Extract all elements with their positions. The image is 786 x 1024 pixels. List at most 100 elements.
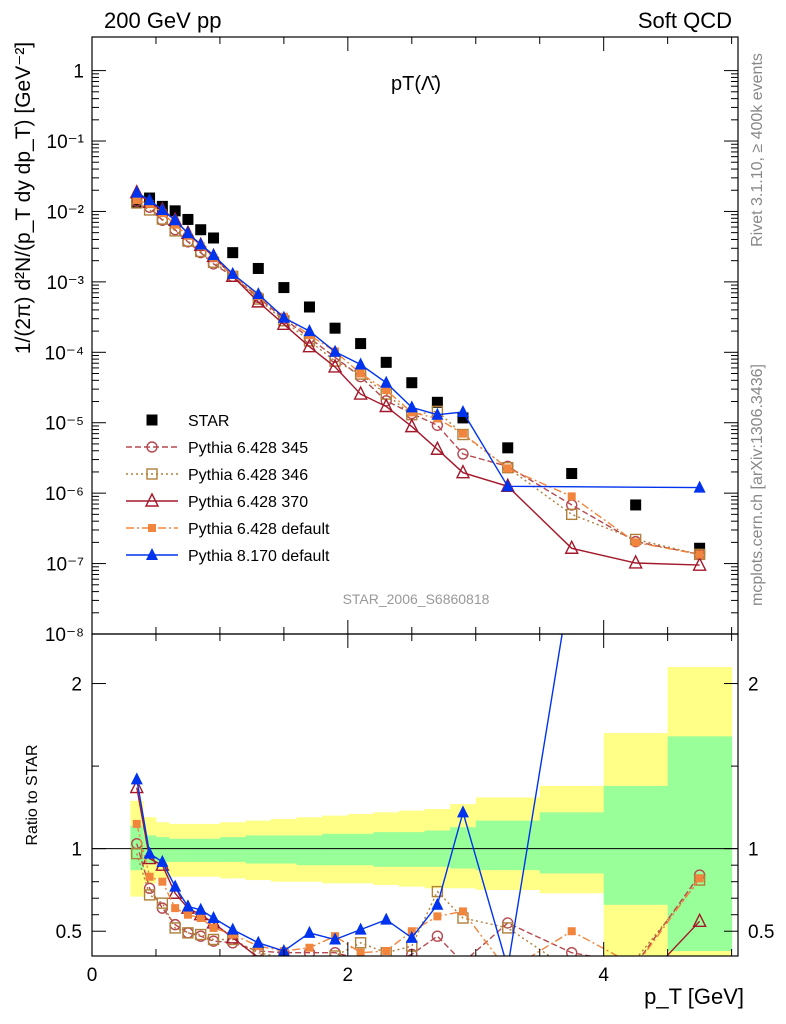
ratio-panel bbox=[92, 634, 738, 956]
ratio-point-pdef bbox=[158, 877, 167, 886]
main-y-tick-label: 10⁻⁶ bbox=[45, 484, 84, 505]
ratio-point-p346 bbox=[329, 950, 341, 956]
ratio-point-pdef bbox=[171, 904, 180, 913]
band-green bbox=[603, 785, 669, 905]
point-p370 bbox=[430, 440, 445, 455]
ratio-point-pdef bbox=[695, 874, 704, 883]
ratio-point-p346 bbox=[143, 889, 156, 901]
ratio-point-pdef bbox=[145, 872, 154, 881]
x-tick-label: 4 bbox=[598, 965, 609, 986]
series-STAR bbox=[131, 192, 706, 554]
ratio-point-p346 bbox=[207, 933, 220, 946]
ratio-point-p346 bbox=[169, 922, 181, 934]
band-green bbox=[271, 835, 298, 864]
ratio-point-p8 bbox=[303, 925, 316, 938]
legend-marker-p345 bbox=[146, 441, 158, 453]
band-green bbox=[130, 825, 144, 871]
main-y-tick-label: 10⁻⁸ bbox=[45, 625, 84, 646]
ratio-point-p345 bbox=[431, 930, 444, 942]
point-p8 bbox=[405, 400, 418, 413]
point-pdef bbox=[695, 550, 704, 559]
ratio-frame bbox=[91, 633, 739, 957]
point-STAR bbox=[502, 442, 514, 454]
point-pdef bbox=[382, 386, 391, 395]
point-p8 bbox=[354, 357, 367, 370]
ratio-point-p346 bbox=[131, 847, 143, 860]
legend-item-p345: Pythia 6.428 345 bbox=[126, 440, 308, 457]
band-green bbox=[181, 838, 195, 862]
point-pdef bbox=[356, 369, 365, 378]
legend-label-pdef: Pythia 6.428 default bbox=[188, 521, 330, 538]
point-p370 bbox=[302, 338, 317, 353]
ratio-y-tick-label: 2 bbox=[71, 675, 82, 696]
ratio-point-p8 bbox=[194, 902, 207, 915]
legend-item-p370: Pythia 6.428 370 bbox=[126, 492, 308, 511]
main-y-tick-label: 10⁻² bbox=[47, 202, 85, 223]
main-y-tick-label: 10⁻³ bbox=[47, 273, 85, 294]
main-y-tick-label: 10⁻⁴ bbox=[45, 343, 84, 364]
band-green bbox=[450, 827, 477, 869]
point-p8 bbox=[380, 375, 393, 388]
x-axis-label: p_T [GeV] bbox=[644, 984, 744, 1009]
ratio-point-p346 bbox=[354, 937, 367, 949]
point-p370 bbox=[564, 539, 579, 554]
ratio-y-tick-label-right: 0.5 bbox=[748, 922, 774, 943]
header-left: 200 GeV pp bbox=[104, 8, 221, 33]
point-p8 bbox=[194, 237, 207, 250]
point-p8 bbox=[226, 266, 239, 279]
ratio-point-p8 bbox=[456, 805, 469, 818]
ratio-point-pdef bbox=[196, 914, 205, 923]
point-p370 bbox=[379, 397, 394, 413]
ratio-point-pdef bbox=[356, 948, 365, 956]
header-right: Soft QCD bbox=[638, 8, 732, 33]
ratio-axis-label: Ratio to STAR bbox=[24, 744, 41, 845]
legend-marker-p8 bbox=[146, 548, 158, 560]
band-green bbox=[539, 812, 605, 874]
point-pdef bbox=[503, 464, 512, 473]
ratio-point-pdef bbox=[132, 819, 141, 828]
point-p8 bbox=[431, 407, 444, 420]
band-green bbox=[399, 832, 426, 867]
point-p8 bbox=[456, 405, 469, 418]
band-green bbox=[245, 835, 272, 864]
ratio-point-p8 bbox=[207, 911, 220, 924]
point-p8 bbox=[130, 185, 143, 198]
main-y-tick-label: 10⁻¹ bbox=[47, 132, 85, 153]
point-pdef bbox=[132, 196, 141, 205]
ratio-y-tick-label: 0.5 bbox=[56, 922, 82, 943]
ratio-point-p346 bbox=[156, 897, 169, 909]
point-p8 bbox=[207, 248, 220, 261]
band-green bbox=[168, 838, 183, 862]
main-y-tick-label: 10⁻⁵ bbox=[45, 414, 84, 435]
ratio-point-p8 bbox=[380, 912, 393, 925]
point-p8 bbox=[501, 479, 514, 492]
point-STAR bbox=[227, 247, 239, 259]
point-p370 bbox=[692, 556, 707, 571]
point-STAR bbox=[457, 412, 469, 424]
point-p8 bbox=[693, 480, 706, 493]
point-p346 bbox=[566, 508, 578, 521]
legend-marker-p370 bbox=[144, 492, 160, 507]
point-p345 bbox=[457, 448, 469, 460]
band-green bbox=[155, 837, 170, 862]
ratio-point-p8 bbox=[169, 879, 182, 892]
side-label-rivet: Rivet 3.1.10, ≥ 400k events bbox=[749, 53, 766, 247]
point-pdef bbox=[567, 492, 576, 501]
ratio-point-pdef bbox=[567, 927, 576, 936]
point-p8 bbox=[252, 287, 265, 300]
point-p8 bbox=[277, 310, 290, 323]
point-p8 bbox=[169, 213, 182, 226]
band-green bbox=[194, 838, 208, 862]
ratio-point-p8 bbox=[405, 930, 418, 943]
point-STAR bbox=[208, 232, 220, 244]
point-STAR bbox=[406, 377, 418, 389]
point-STAR bbox=[195, 224, 207, 236]
ratio-point-p8 bbox=[143, 846, 156, 859]
point-p370 bbox=[276, 315, 292, 330]
point-p370 bbox=[455, 464, 471, 479]
ratio-line-p346 bbox=[136, 853, 701, 956]
main-series-group bbox=[129, 184, 707, 571]
point-STAR bbox=[329, 322, 341, 334]
point-STAR bbox=[252, 262, 264, 274]
